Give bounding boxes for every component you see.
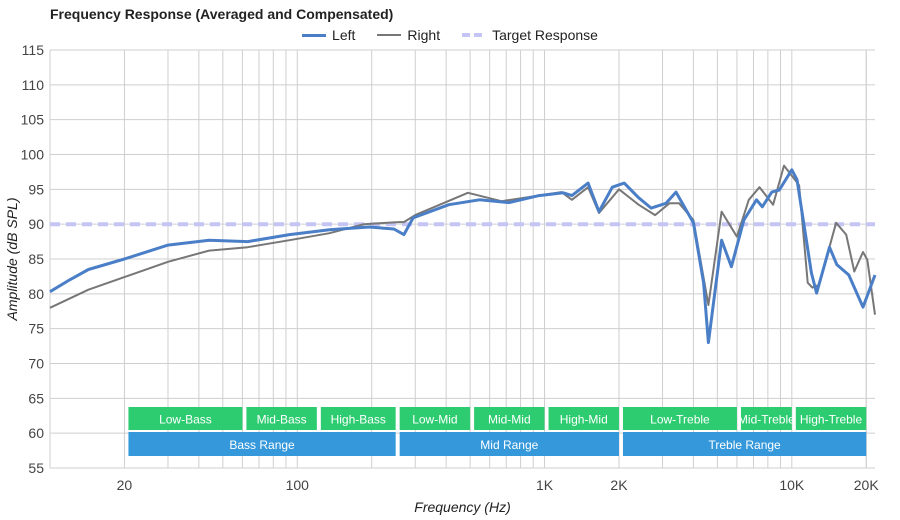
y-axis-title: Amplitude (dB SPL): [4, 198, 20, 322]
range-bottom-band: [399, 432, 619, 456]
legend-item-left[interactable]: Left: [302, 27, 355, 43]
range-top-band-label: Low-Mid: [412, 413, 457, 427]
range-top-band: [622, 407, 737, 430]
range-top-band-label: High-Treble: [800, 413, 863, 427]
y-tick-label: 90: [28, 216, 44, 232]
range-top-band: [320, 407, 396, 430]
legend-swatch-right: [377, 34, 402, 36]
series-line-left: [49, 168, 877, 345]
range-top-band: [548, 407, 619, 430]
range-top-band-label: Low-Bass: [159, 413, 212, 427]
y-tick-label: 65: [28, 390, 44, 406]
range-bottom-band-label: Bass Range: [229, 438, 295, 452]
legend-label: Left: [332, 27, 356, 43]
x-tick-label: 20K: [854, 477, 880, 493]
x-tick-label: 20: [117, 477, 133, 493]
y-tick-label: 80: [28, 286, 44, 302]
y-tick-label: 75: [28, 321, 44, 337]
range-top-band: [246, 407, 317, 430]
range-bottom-band: [622, 432, 867, 456]
y-tick-label: 105: [21, 112, 45, 128]
range-bottom-band-label: Mid Range: [480, 438, 538, 452]
range-top-band-label: Low-Treble: [650, 413, 710, 427]
range-top-band: [128, 407, 243, 430]
range-bottom-band-label: Treble Range: [708, 438, 781, 452]
y-tick-label: 70: [28, 356, 44, 372]
range-top-band-label: High-Bass: [331, 413, 386, 427]
legend-swatch-left: [302, 33, 327, 37]
y-tick-label: 115: [22, 42, 45, 58]
y-tick-label: 85: [28, 251, 44, 267]
x-tick-label: 2K: [610, 477, 628, 493]
y-tick-label: 100: [21, 147, 45, 163]
range-top-band-label: Mid-Mid: [488, 413, 531, 427]
range-top-band: [740, 407, 792, 430]
range-top-band-label: Mid-Bass: [257, 413, 307, 427]
series-line-right: [49, 164, 876, 315]
legend-item-right[interactable]: Right: [377, 27, 440, 43]
x-tick-label: 10K: [779, 477, 805, 493]
legend: Left Right Target Response: [0, 27, 900, 43]
range-bottom-band: [128, 432, 396, 456]
range-top-band: [474, 407, 545, 430]
range-top-band: [399, 407, 471, 430]
legend-label: Target Response: [492, 27, 598, 43]
range-top-band-label: Mid-Treble: [738, 413, 795, 427]
range-top-band: [795, 407, 867, 430]
y-tick-label: 110: [22, 77, 45, 93]
range-top-band-label: High-Mid: [560, 413, 608, 427]
x-axis-title: Frequency (Hz): [414, 499, 510, 515]
legend-item-target[interactable]: Target Response: [462, 27, 598, 43]
y-tick-label: 60: [28, 425, 44, 441]
x-tick-label: 100: [286, 477, 310, 493]
y-tick-label: 95: [28, 181, 44, 197]
chart-title: Frequency Response (Averaged and Compens…: [50, 6, 394, 22]
legend-label: Right: [407, 27, 441, 43]
x-tick-label: 1K: [536, 477, 554, 493]
y-tick-label: 55: [28, 460, 44, 476]
legend-swatch-target: [462, 33, 487, 37]
